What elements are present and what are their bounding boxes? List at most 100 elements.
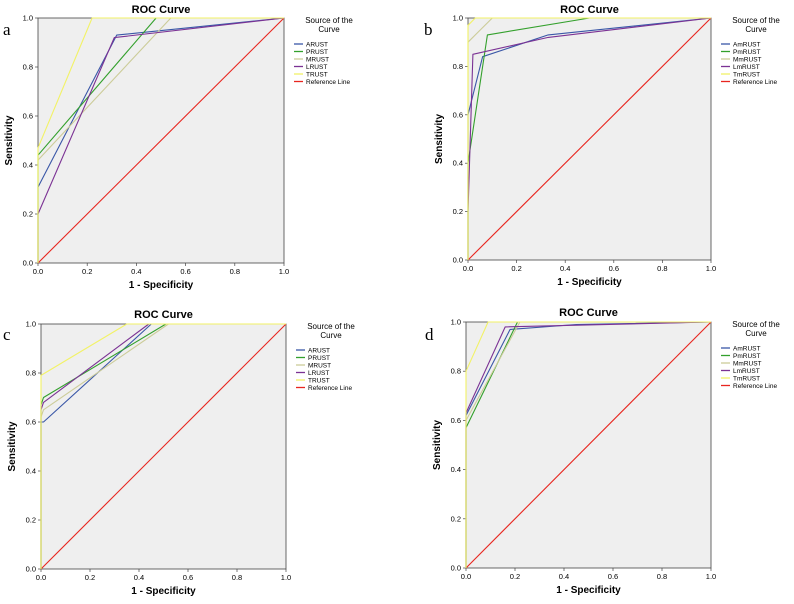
x-tick-label: 0.0 [463, 264, 473, 273]
legend-label: LRUST [308, 370, 329, 377]
y-tick-label: 0.2 [451, 514, 461, 523]
legend-label: ARUST [306, 41, 328, 48]
legend-title: Curve [318, 25, 340, 34]
y-tick-label: 0.4 [451, 465, 461, 474]
y-tick-label: 0.2 [453, 207, 463, 216]
legend-label: MRUST [308, 362, 331, 369]
legend-label: LmRUST [733, 64, 760, 71]
y-tick-label: 1.0 [23, 14, 33, 23]
x-tick-label: 0.6 [180, 267, 190, 276]
y-tick-label: 0.6 [453, 110, 463, 119]
x-tick-label: 0.2 [82, 267, 92, 276]
legend-label: PmRUST [733, 49, 760, 56]
roc-panel-d: d ROC Curve 0.0 0.2 0.4 0.6 0.8 1.0 0.0 0.2 0.4 0.6… [425, 307, 780, 596]
x-tick-label: 1.0 [281, 573, 291, 582]
legend-title: Source of the [732, 320, 780, 329]
chart-title: ROC Curve [132, 4, 191, 16]
y-tick-label: 0.4 [453, 159, 463, 168]
legend-label: Reference Line [733, 79, 777, 86]
roc-panel-a: a ROC Curve 0.0 0.2 0.4 0.6 0.8 1.0 0.0 0.2 0.4 0.6… [3, 4, 353, 291]
y-tick-label: 0.8 [23, 63, 33, 72]
legend-label: PRUST [306, 49, 328, 56]
chart-title: ROC Curve [134, 309, 193, 321]
legend-label: ARUST [308, 347, 330, 354]
x-tick-label: 0.0 [33, 267, 43, 276]
x-axis-label: 1 - Specificity [556, 585, 621, 596]
legend-title: Curve [745, 25, 767, 34]
y-tick-label: 0.2 [23, 210, 33, 219]
y-tick-label: 0.8 [451, 367, 461, 376]
x-tick-label: 0.2 [85, 573, 95, 582]
y-tick-label: 1.0 [453, 14, 463, 23]
panel-letter: c [3, 325, 11, 344]
legend-label: MmRUST [733, 360, 762, 367]
legend-label: MmRUST [733, 56, 762, 63]
x-tick-label: 0.8 [232, 573, 242, 582]
x-tick-label: 0.4 [134, 573, 144, 582]
y-tick-label: 0.2 [26, 516, 36, 525]
x-tick-label: 0.0 [461, 572, 471, 581]
series-line-reference-line [37, 17, 285, 264]
legend-label: PmRUST [733, 353, 760, 360]
x-tick-label: 0.6 [609, 264, 619, 273]
x-tick-label: 0.8 [657, 572, 667, 581]
y-tick-label: 0.4 [23, 161, 33, 170]
series-line-reference-line [40, 323, 287, 570]
legend-title: Source of the [732, 16, 780, 25]
y-tick-label: 0.0 [453, 256, 463, 265]
panel-letter: a [3, 20, 11, 39]
legend-title: Source of the [305, 16, 353, 25]
y-axis-label: Sensitivity [432, 420, 443, 470]
x-tick-label: 0.8 [657, 264, 667, 273]
legend-title: Curve [745, 329, 767, 338]
y-axis-label: Sensitivity [4, 115, 15, 165]
y-tick-label: 0.6 [26, 418, 36, 427]
legend-label: TRUST [306, 71, 328, 78]
legend-label: AmRUST [733, 41, 760, 48]
panel-letter: b [424, 20, 433, 39]
y-tick-label: 0.6 [451, 416, 461, 425]
y-tick-label: 0.8 [453, 62, 463, 71]
roc-panel-b: b ROC Curve 0.0 0.2 0.4 0.6 0.8 1.0 0.0 0.2 0.4 0.6… [424, 4, 780, 288]
y-tick-label: 0.8 [26, 369, 36, 378]
y-axis-label: Sensitivity [7, 421, 18, 471]
chart-title: ROC Curve [559, 307, 618, 319]
legend-label: TmRUST [733, 375, 760, 382]
x-tick-label: 1.0 [279, 267, 289, 276]
x-tick-label: 0.4 [559, 572, 569, 581]
y-tick-label: 0.0 [23, 259, 33, 268]
x-axis-label: 1 - Specificity [129, 280, 194, 291]
y-tick-label: 1.0 [26, 320, 36, 329]
x-tick-label: 0.6 [608, 572, 618, 581]
legend-label: LmRUST [733, 368, 760, 375]
legend-label: AmRUST [733, 345, 760, 352]
legend-label: LRUST [306, 64, 327, 71]
y-tick-label: 0.0 [26, 565, 36, 574]
x-tick-label: 0.2 [511, 264, 521, 273]
series-line-trust [40, 323, 286, 569]
legend-label: Reference Line [306, 79, 350, 86]
panel-letter: d [425, 325, 434, 344]
legend-title: Curve [320, 331, 342, 340]
series-line-tmrust [465, 321, 711, 568]
x-axis-label: 1 - Specificity [131, 586, 196, 597]
series-line-trust [37, 17, 284, 263]
x-tick-label: 0.0 [36, 573, 46, 582]
x-tick-label: 1.0 [706, 264, 716, 273]
x-tick-label: 0.8 [230, 267, 240, 276]
legend-label: TmRUST [733, 71, 760, 78]
legend-label: Reference Line [733, 383, 777, 390]
y-tick-label: 0.6 [23, 112, 33, 121]
y-tick-label: 1.0 [451, 318, 461, 327]
legend-label: Reference Line [308, 385, 352, 392]
legend-label: MRUST [306, 56, 329, 63]
x-tick-label: 1.0 [706, 572, 716, 581]
y-tick-label: 0.0 [451, 564, 461, 573]
legend-label: TRUST [308, 377, 330, 384]
legend-label: PRUST [308, 355, 330, 362]
legend-title: Source of the [307, 322, 355, 331]
chart-title: ROC Curve [560, 4, 619, 16]
y-axis-label: Sensitivity [434, 114, 445, 164]
x-tick-label: 0.2 [510, 572, 520, 581]
series-line-reference-line [465, 321, 712, 569]
